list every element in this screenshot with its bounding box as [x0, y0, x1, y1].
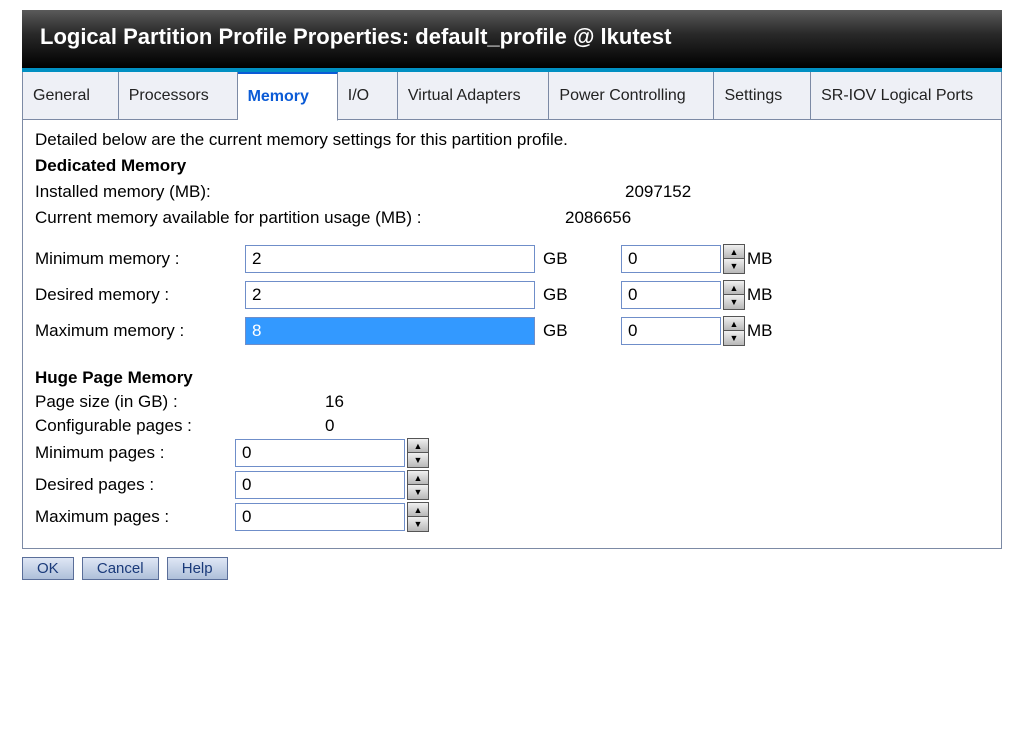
mb-unit: MB [747, 249, 773, 269]
tab-virtual-adapters[interactable]: Virtual Adapters [398, 72, 549, 120]
spin-down-icon[interactable]: ▼ [724, 295, 744, 309]
spin-down-icon[interactable]: ▼ [724, 331, 744, 345]
maximum-memory-mb-spinner: ▲ ▼ [723, 316, 745, 346]
desired-pages-spinner: ▲ ▼ [407, 470, 429, 500]
dedicated-memory-title: Dedicated Memory [35, 156, 989, 176]
maximum-memory-row: Maximum memory : GB ▲ ▼ MB [35, 316, 989, 346]
minimum-pages-spinner: ▲ ▼ [407, 438, 429, 468]
profile-properties-window: Logical Partition Profile Properties: de… [22, 10, 1002, 580]
spin-down-icon[interactable]: ▼ [408, 485, 428, 499]
desired-memory-gb-input[interactable] [245, 281, 535, 309]
tab-label-settings: Settings [724, 87, 782, 105]
maximum-memory-mb-input[interactable] [621, 317, 721, 345]
configurable-pages-row: Configurable pages : 0 [35, 416, 989, 436]
maximum-pages-input[interactable] [235, 503, 405, 531]
spin-up-icon[interactable]: ▲ [408, 503, 428, 517]
minimum-memory-mb-input[interactable] [621, 245, 721, 273]
tab-label-memory: Memory [248, 88, 309, 106]
mb-unit: MB [747, 321, 773, 341]
page-size-value: 16 [235, 392, 405, 412]
memory-panel: Detailed below are the current memory se… [22, 120, 1002, 549]
minimum-memory-gb-input[interactable] [245, 245, 535, 273]
spin-down-icon[interactable]: ▼ [408, 517, 428, 531]
tab-sriov[interactable]: SR-IOV Logical Ports [811, 72, 1001, 120]
hugepage-title: Huge Page Memory [35, 368, 989, 388]
maximum-pages-row: Maximum pages : ▲ ▼ [35, 502, 989, 532]
spin-up-icon[interactable]: ▲ [408, 439, 428, 453]
desired-memory-mb-spinner: ▲ ▼ [723, 280, 745, 310]
tab-settings[interactable]: Settings [714, 72, 811, 120]
tab-label-power-controlling: Power Controlling [559, 87, 685, 105]
available-memory-value: 2086656 [565, 208, 631, 228]
window-title: Logical Partition Profile Properties: de… [40, 24, 671, 49]
tab-label-sriov: SR-IOV Logical Ports [821, 87, 973, 105]
desired-pages-row: Desired pages : ▲ ▼ [35, 470, 989, 500]
tab-memory[interactable]: Memory [238, 72, 338, 121]
window-title-bar: Logical Partition Profile Properties: de… [22, 10, 1002, 72]
tab-io[interactable]: I/O [338, 72, 398, 120]
gb-unit: GB [543, 285, 571, 305]
gb-unit: GB [543, 321, 571, 341]
configurable-pages-value: 0 [235, 416, 405, 436]
desired-memory-row: Desired memory : GB ▲ ▼ MB [35, 280, 989, 310]
desired-memory-label: Desired memory : [35, 285, 245, 305]
spin-up-icon[interactable]: ▲ [408, 471, 428, 485]
tab-label-virtual-adapters: Virtual Adapters [408, 87, 521, 105]
ok-button[interactable]: OK [22, 557, 74, 580]
tab-label-processors: Processors [129, 87, 209, 105]
installed-memory-value: 2097152 [625, 182, 691, 202]
desired-pages-input[interactable] [235, 471, 405, 499]
installed-memory-label: Installed memory (MB): [35, 182, 625, 202]
tab-power-controlling[interactable]: Power Controlling [549, 72, 714, 120]
tab-label-io: I/O [348, 87, 369, 105]
available-memory-row: Current memory available for partition u… [35, 208, 989, 228]
gb-unit: GB [543, 249, 571, 269]
minimum-memory-mb-spinner: ▲ ▼ [723, 244, 745, 274]
minimum-memory-row: Minimum memory : GB ▲ ▼ MB [35, 244, 989, 274]
spin-up-icon[interactable]: ▲ [724, 281, 744, 295]
memory-description: Detailed below are the current memory se… [35, 130, 989, 150]
page-size-row: Page size (in GB) : 16 [35, 392, 989, 412]
minimum-pages-input[interactable] [235, 439, 405, 467]
configurable-pages-label: Configurable pages : [35, 416, 235, 436]
minimum-pages-row: Minimum pages : ▲ ▼ [35, 438, 989, 468]
tab-label-general: General [33, 87, 90, 105]
installed-memory-row: Installed memory (MB): 2097152 [35, 182, 989, 202]
minimum-memory-label: Minimum memory : [35, 249, 245, 269]
available-memory-label: Current memory available for partition u… [35, 208, 565, 228]
desired-memory-mb-input[interactable] [621, 281, 721, 309]
maximum-memory-label: Maximum memory : [35, 321, 245, 341]
page-size-label: Page size (in GB) : [35, 392, 235, 412]
maximum-memory-gb-input[interactable] [245, 317, 535, 345]
tab-processors[interactable]: Processors [119, 72, 238, 120]
tab-strip: General Processors Memory I/O Virtual Ad… [22, 72, 1002, 120]
minimum-pages-label: Minimum pages : [35, 443, 235, 463]
cancel-button[interactable]: Cancel [82, 557, 159, 580]
dialog-button-bar: OK Cancel Help [22, 557, 1002, 580]
spin-down-icon[interactable]: ▼ [408, 453, 428, 467]
spin-up-icon[interactable]: ▲ [724, 317, 744, 331]
desired-pages-label: Desired pages : [35, 475, 235, 495]
spin-down-icon[interactable]: ▼ [724, 259, 744, 273]
tab-general[interactable]: General [23, 72, 119, 120]
help-button[interactable]: Help [167, 557, 228, 580]
mb-unit: MB [747, 285, 773, 305]
maximum-pages-label: Maximum pages : [35, 507, 235, 527]
maximum-pages-spinner: ▲ ▼ [407, 502, 429, 532]
spin-up-icon[interactable]: ▲ [724, 245, 744, 259]
